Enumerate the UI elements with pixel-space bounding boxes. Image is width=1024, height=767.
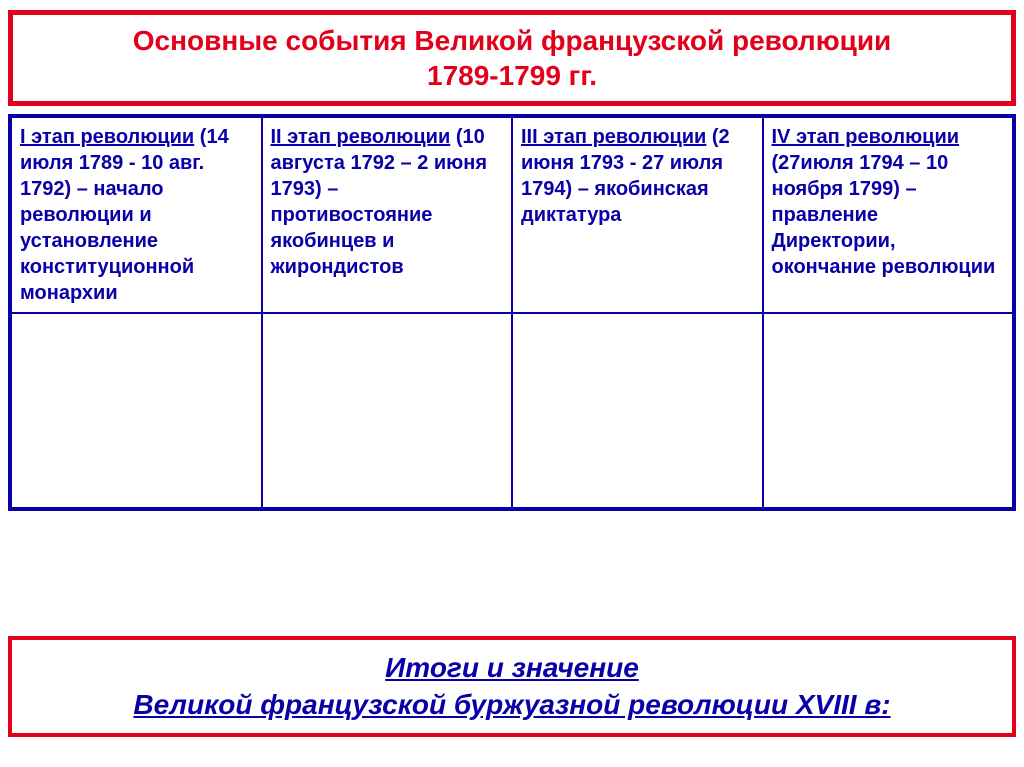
- phase-cell-3: III этап революции (2 июня 1793 - 27 июл…: [512, 117, 763, 313]
- phase-desc: правление Директории, окончание революци…: [772, 204, 996, 278]
- phase-cell-4: IV этап революции (27июля 1794 – 10 нояб…: [763, 117, 1014, 313]
- phase-heading: I этап революции: [20, 126, 194, 148]
- title-line2: 1789-1799 гг.: [25, 58, 999, 93]
- phase-heading: III этап революции: [521, 126, 706, 148]
- title-line1: Основные события Великой французской рев…: [25, 23, 999, 58]
- phase-dash: –: [572, 178, 594, 200]
- spacer: [8, 511, 1016, 636]
- phase-cell-1: I этап революции (14 июля 1789 - 10 авг.…: [11, 117, 262, 313]
- empty-cell-2: [262, 313, 513, 508]
- phase-dash: –: [900, 178, 917, 200]
- title-box: Основные события Великой французской рев…: [8, 10, 1016, 106]
- footer-box: Итоги и значение Великой французской бур…: [8, 636, 1016, 737]
- phase-cell-2: II этап революции (10 августа 1792 – 2 и…: [262, 117, 513, 313]
- phase-desc: противостояние якобинцев и жирондистов: [271, 204, 433, 278]
- footer-line2: Великой французской буржуазной революции…: [24, 687, 1000, 723]
- empty-cell-4: [763, 313, 1014, 508]
- phase-dates: (27июля 1794 – 10 ноября 1799): [772, 152, 949, 200]
- footer-line1: Итоги и значение: [24, 650, 1000, 686]
- phase-heading: II этап революции: [271, 126, 451, 148]
- phase-dash: –: [71, 178, 93, 200]
- empty-cell-3: [512, 313, 763, 508]
- phases-empty-row: [11, 313, 1013, 508]
- empty-cell-1: [11, 313, 262, 508]
- phases-table: I этап революции (14 июля 1789 - 10 авг.…: [8, 114, 1016, 511]
- phase-dash: –: [322, 178, 339, 200]
- phases-header-row: I этап революции (14 июля 1789 - 10 авг.…: [11, 117, 1013, 313]
- phase-heading: IV этап революции: [772, 126, 960, 148]
